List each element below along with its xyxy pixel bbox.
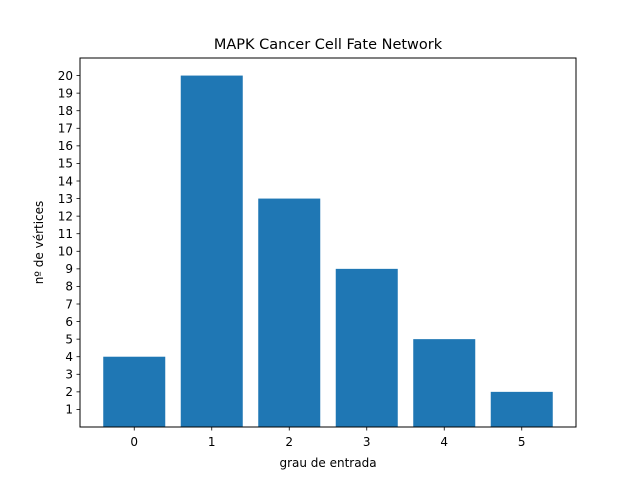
x-tick-label: 5 <box>518 435 526 449</box>
x-tick-label: 2 <box>285 435 293 449</box>
x-tick-label: 0 <box>130 435 138 449</box>
y-tick-label: 13 <box>58 192 73 206</box>
y-tick-label: 7 <box>65 297 73 311</box>
bar-group <box>103 75 553 428</box>
x-axis-ticks: 0 1 2 3 4 5 <box>130 427 526 449</box>
y-tick-label: 3 <box>65 368 73 382</box>
y-tick-label: 16 <box>58 139 73 153</box>
y-tick-label: 9 <box>65 262 73 276</box>
bar-3 <box>335 268 398 427</box>
y-tick-label: 5 <box>65 332 73 346</box>
y-tick-label: 14 <box>58 174 73 188</box>
x-axis-title: grau de entrada <box>279 456 376 470</box>
y-tick-label: 11 <box>58 227 73 241</box>
bar-5 <box>490 391 553 427</box>
bar-4 <box>413 339 476 427</box>
y-tick-label: 8 <box>65 280 73 294</box>
plot-frame <box>79 57 577 428</box>
y-tick-label: 10 <box>58 245 73 259</box>
y-tick-label: 1 <box>65 403 73 417</box>
bar-1 <box>180 75 243 428</box>
bar-2 <box>258 198 321 427</box>
y-tick-label: 20 <box>58 69 73 83</box>
y-tick-label: 6 <box>65 315 73 329</box>
chart-title: MAPK Cancer Cell Fate Network <box>214 37 443 53</box>
y-tick-label: 15 <box>58 157 73 171</box>
y-tick-label: 19 <box>58 86 73 100</box>
y-tick-label: 12 <box>58 209 73 223</box>
y-tick-label: 17 <box>58 122 73 136</box>
y-tick-label: 4 <box>65 350 73 364</box>
x-tick-label: 1 <box>208 435 216 449</box>
x-tick-label: 4 <box>440 435 448 449</box>
y-tick-label: 2 <box>65 385 73 399</box>
y-tick-label: 18 <box>58 104 73 118</box>
y-axis-title: nº de vértices <box>32 201 46 285</box>
x-tick-label: 3 <box>363 435 371 449</box>
bar-0 <box>103 356 166 427</box>
